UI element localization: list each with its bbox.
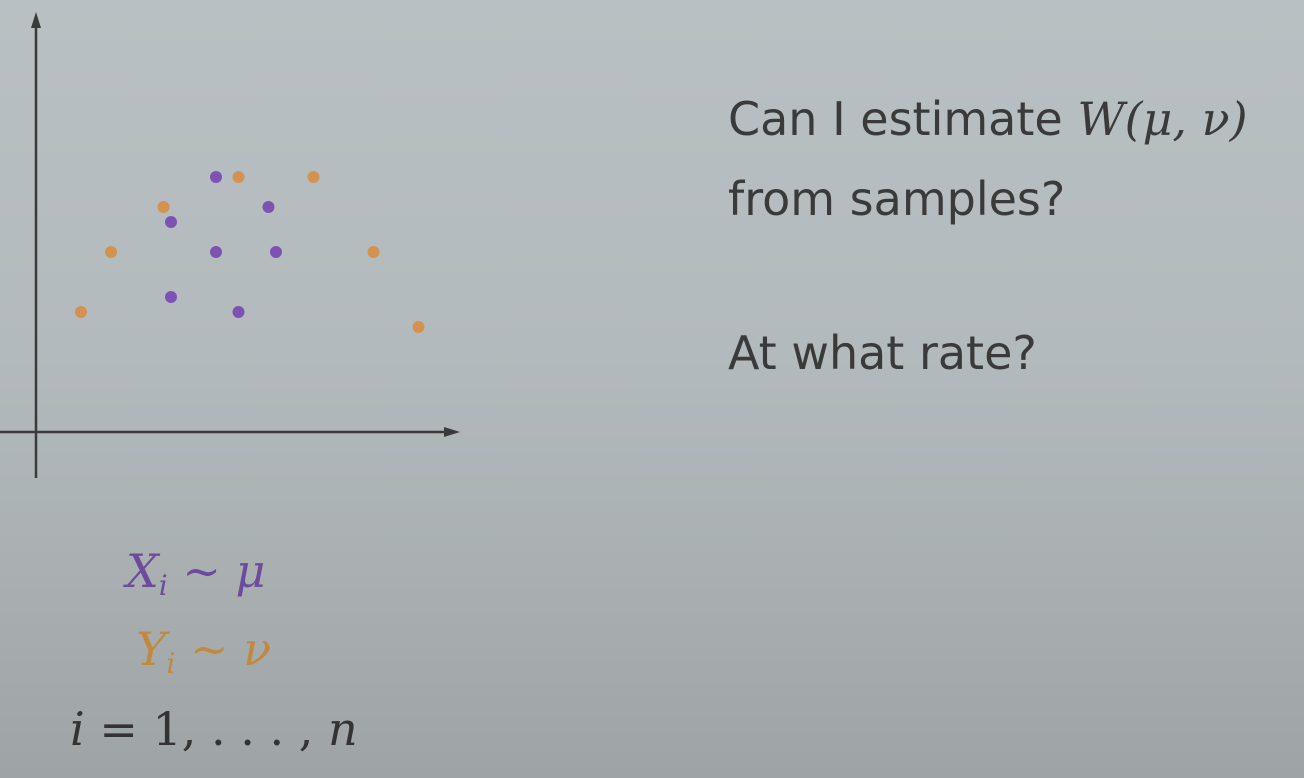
mu-sample-point-1: [210, 171, 222, 183]
formula-y-distribution: Yi ∼ ν: [136, 626, 271, 678]
nu-sample-point-7: [412, 321, 425, 333]
y-distribution: ∼ ν: [175, 622, 272, 676]
mu-sample-point-2: [165, 216, 177, 228]
question-line-1: Can I estimate W(μ, ν): [728, 96, 1248, 142]
y-variable: Y: [136, 622, 167, 676]
mu-sample-point-6: [165, 291, 177, 303]
nu-sample-point-1: [75, 306, 87, 318]
wasserstein-expression: W(μ, ν): [1077, 92, 1248, 146]
x-subscript: i: [158, 569, 168, 602]
nu-sample-point-3: [157, 201, 170, 213]
mu-sample-point-4: [210, 246, 222, 258]
x-variable: X: [126, 544, 159, 598]
x-distribution: ∼ μ: [167, 544, 266, 598]
index-n: n: [328, 702, 358, 756]
nu-sample-point-4: [232, 171, 245, 183]
y-axis-arrowhead: [31, 12, 41, 28]
formula-x-distribution: Xi ∼ μ: [126, 548, 265, 600]
y-subscript: i: [166, 647, 176, 680]
nu-sample-point-2: [105, 246, 117, 258]
index-variable: i: [70, 702, 85, 756]
sample-points: [75, 171, 425, 333]
index-range: = 1, . . . ,: [84, 702, 328, 756]
mu-sample-point-7: [232, 306, 245, 318]
scatter-plot: [0, 12, 460, 478]
x-axis-arrowhead: [444, 427, 460, 437]
question-text: Can I estimate: [728, 92, 1078, 146]
mu-sample-point-5: [270, 246, 282, 258]
formula-index-range: i = 1, . . . , n: [70, 706, 358, 752]
nu-sample-point-6: [367, 246, 380, 258]
question-line-2: from samples?: [728, 172, 1066, 226]
mu-sample-point-3: [262, 201, 275, 213]
axes: [0, 12, 460, 478]
nu-sample-point-5: [307, 171, 320, 183]
question-rate: At what rate?: [728, 326, 1037, 380]
